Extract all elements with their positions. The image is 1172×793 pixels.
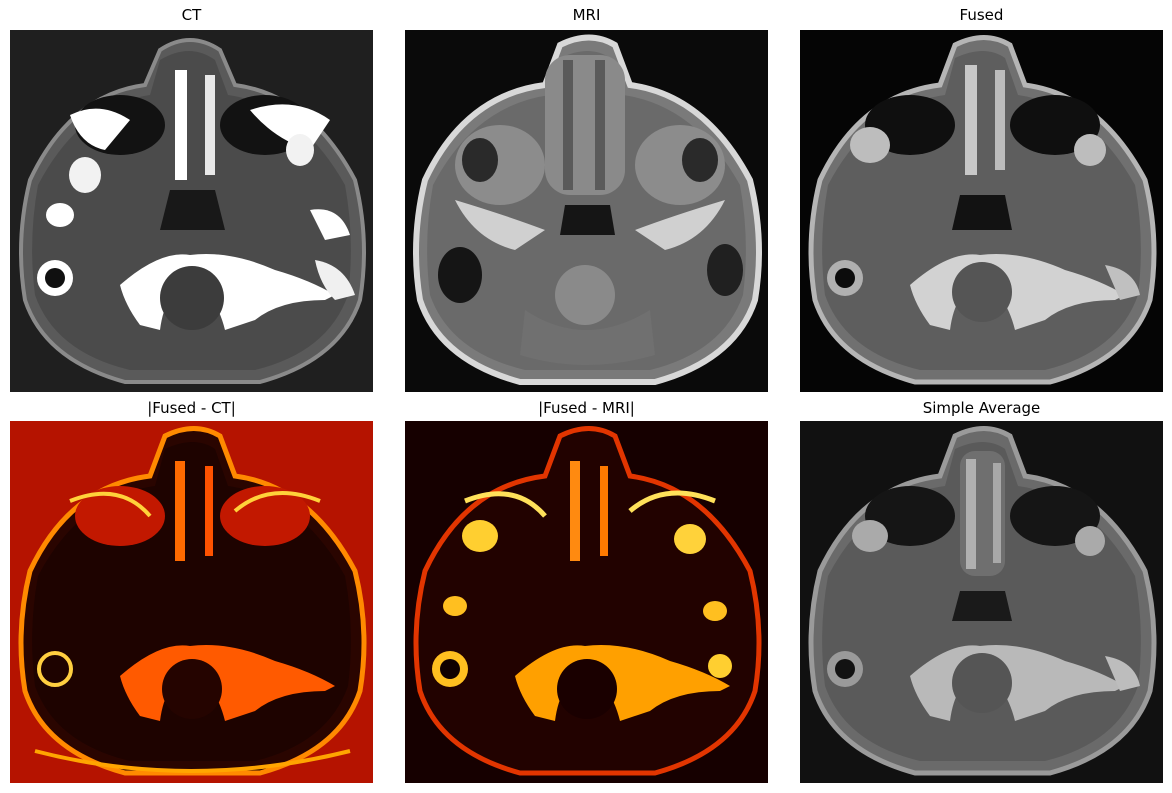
- diff-mri-heatmap-image: [405, 421, 768, 783]
- panel-ct: CT: [10, 0, 373, 392]
- panel-title: MRI: [572, 6, 601, 24]
- panel-title: |Fused - MRI|: [538, 399, 635, 417]
- ct-scan-image: [10, 30, 373, 392]
- fused-scan-image: [800, 30, 1163, 392]
- panel-diff-ct: |Fused - CT|: [10, 393, 373, 785]
- panel-title: |Fused - CT|: [147, 399, 236, 417]
- mri-scan-image: [405, 30, 768, 392]
- panel-diff-mri: |Fused - MRI|: [405, 393, 768, 785]
- diff-ct-heatmap-image: [10, 421, 373, 783]
- panel-simple-average: Simple Average: [800, 393, 1163, 785]
- panel-title: Fused: [959, 6, 1004, 24]
- panel-mri: MRI: [405, 0, 768, 392]
- panel-title: Simple Average: [922, 399, 1041, 417]
- panel-fused: Fused: [800, 0, 1163, 392]
- panel-title: CT: [181, 6, 202, 24]
- simple-average-scan-image: [800, 421, 1163, 783]
